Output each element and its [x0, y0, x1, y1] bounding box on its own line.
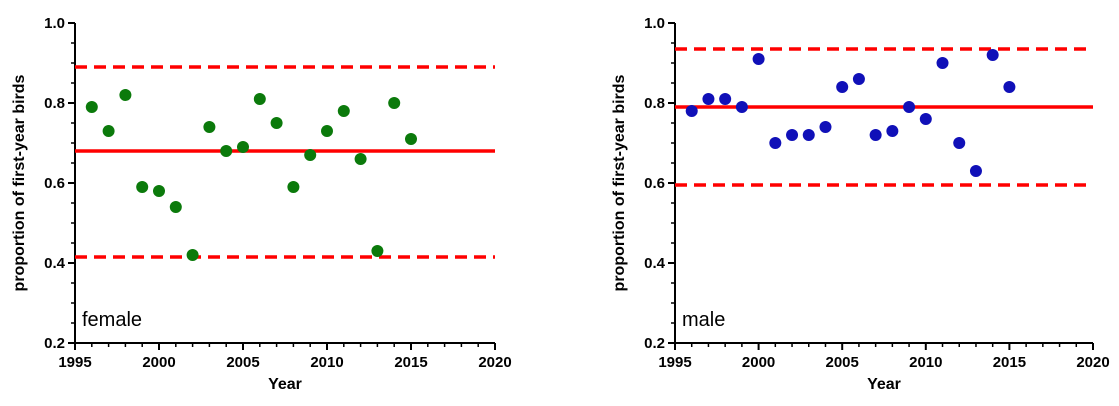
data-point [354, 153, 367, 165]
y-tick-label: 0.2 [44, 335, 65, 352]
panel-label: male [682, 309, 725, 331]
female-panel: 0.2 0.4 0.6 0.8 1.0 1995 2000 2005 2010 2015 2020 Y… [11, 15, 512, 393]
data-point [819, 121, 832, 133]
x-tick-label: 2005 [226, 354, 259, 371]
data-point [969, 165, 982, 177]
data-point [903, 101, 916, 113]
y-tick-label: 0.4 [44, 255, 66, 272]
y-tick-label: 0.8 [44, 95, 65, 112]
x-tick-label: 2020 [478, 354, 511, 371]
data-point [1003, 81, 1016, 93]
data-point [186, 249, 199, 261]
data-point [836, 81, 849, 93]
data-point [102, 125, 115, 137]
x-tick-label: 2015 [394, 354, 427, 371]
x-tick-label: 2000 [742, 354, 775, 371]
x-tick-label: 1995 [58, 354, 91, 371]
male-panel: 0.2 0.4 0.6 0.8 1.0 1995 2000 2005 2010 2015 2020 Y… [611, 15, 1110, 393]
data-point [936, 57, 949, 69]
x-tick-label: 2015 [993, 354, 1026, 371]
x-axis-title: Year [867, 376, 901, 393]
data-point [719, 93, 732, 105]
data-point [986, 49, 999, 61]
data-point [321, 125, 333, 137]
y-tick-label: 1.0 [44, 15, 65, 32]
data-point [169, 201, 182, 213]
data-point [702, 93, 715, 105]
data-point [287, 181, 300, 193]
y-axis-title: proportion of first-year birds [11, 74, 28, 291]
y-axis-title: proportion of first-year birds [611, 74, 628, 291]
x-axis-title: Year [268, 376, 302, 393]
x-tick-label: 2000 [142, 354, 175, 371]
data-point [685, 105, 698, 117]
data-point [802, 129, 815, 141]
data-point [388, 97, 401, 109]
y-tick-label: 0.6 [644, 175, 665, 192]
data-point [203, 121, 216, 133]
panel-label: female [82, 309, 142, 331]
data-point [371, 245, 384, 257]
y-tick-label: 0.4 [644, 255, 666, 272]
data-point [119, 89, 132, 101]
data-point [852, 73, 865, 85]
data-point [953, 137, 966, 149]
data-point [85, 101, 98, 113]
data-point [752, 53, 765, 65]
data-point [919, 113, 932, 125]
data-point [253, 93, 266, 105]
x-tick-label: 2010 [909, 354, 942, 371]
data-point [237, 141, 249, 153]
x-tick-label: 2005 [826, 354, 859, 371]
x-tick-label: 2020 [1076, 354, 1109, 371]
data-point [304, 149, 317, 161]
data-point [220, 145, 233, 157]
y-tick-label: 0.6 [44, 175, 65, 192]
y-tick-label: 1.0 [644, 15, 665, 32]
data-point [735, 101, 748, 113]
data-point [769, 137, 782, 149]
x-tick-label: 2010 [310, 354, 343, 371]
data-point [153, 185, 165, 197]
y-tick-label: 0.8 [644, 95, 665, 112]
data-point [786, 129, 799, 141]
data-point [405, 133, 417, 145]
data-point [270, 117, 283, 129]
data-point [136, 181, 149, 193]
x-tick-label: 1995 [658, 354, 691, 371]
data-point [886, 125, 899, 137]
data-point [337, 105, 350, 117]
y-tick-label: 0.2 [644, 335, 665, 352]
data-point [869, 129, 882, 141]
